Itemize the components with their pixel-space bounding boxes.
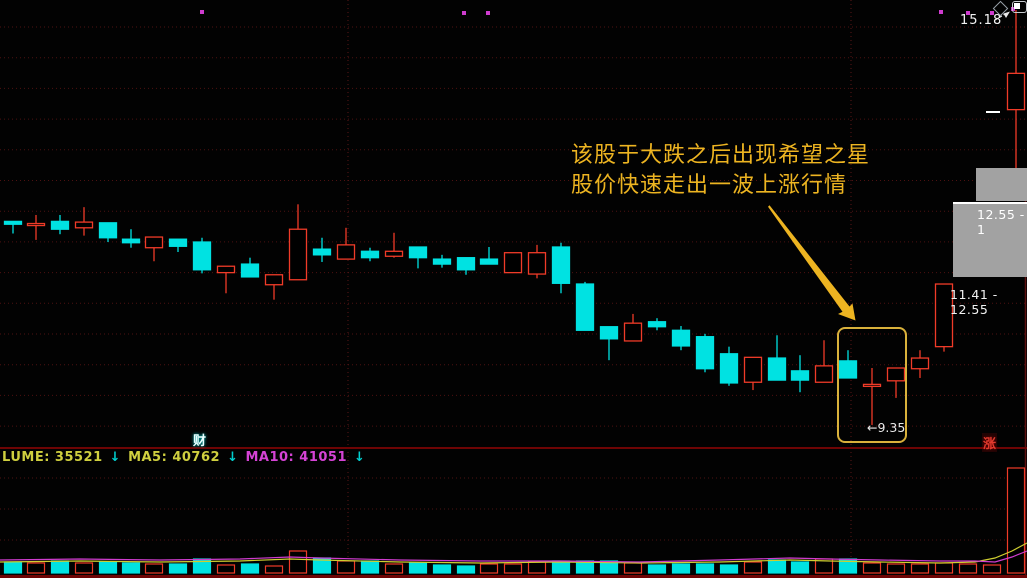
low-price-label: ←9.35 (867, 420, 906, 435)
battery-fill (1014, 3, 1020, 9)
volume-indicator-bar: LUME: 35521 ↓ MA5: 40762 ↓ MA10: 41051 ↓ (2, 450, 365, 465)
zone-upper-label: 12.55 - 1 (977, 207, 1025, 237)
annotation-text: 该股于大跌之后出现希望之星 股价快速走出一波上涨行情 (571, 141, 870, 201)
ma5-down-arrow-icon: ↓ (227, 450, 239, 465)
highlight-box (837, 327, 907, 443)
zhang-marker: 涨 (982, 433, 998, 452)
cai-marker: 财 (193, 434, 207, 449)
annotation-line-1: 该股于大跌之后出现希望之星 (571, 143, 871, 168)
zone-lower-label: 11.41 - 12.55 (950, 287, 998, 317)
volume-readout: LUME: 35521 (2, 450, 103, 465)
peak-price-label: 15.18 (960, 13, 1003, 28)
ma10-readout: MA10: 41051 (245, 450, 348, 465)
volume-down-arrow-icon: ↓ (109, 450, 122, 465)
price-zone-tooltip-upper (976, 168, 1027, 201)
battery-icon[interactable] (1012, 1, 1027, 13)
ma5-readout: MA5: 40762 (128, 450, 221, 465)
ma10-down-arrow-icon: ↓ (354, 450, 366, 465)
price-zone-tooltip-lower: 12.55 - 1 (953, 202, 1027, 277)
annotation-line-2: 股价快速走出一波上涨行情 (571, 173, 848, 198)
